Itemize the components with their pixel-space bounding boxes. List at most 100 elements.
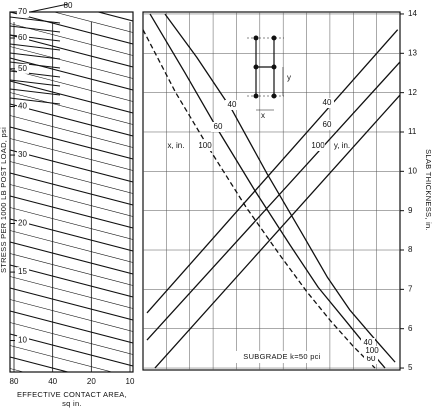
mask: [0, 372, 143, 409]
curve-label: 60: [323, 120, 332, 129]
label-bg: [17, 335, 29, 346]
construction-line: [9, 103, 134, 137]
y-tick-label: 13: [408, 48, 417, 57]
x-tick-label: 10: [126, 377, 135, 386]
construction-line: [9, 46, 134, 79]
construction-line: [9, 172, 134, 206]
label-bg: [17, 150, 29, 161]
y-tick-label: 15: [18, 267, 27, 276]
construction-line: [9, 97, 61, 105]
mask: [0, 0, 143, 12]
x-tick-label: 20: [87, 377, 96, 386]
curve-label: 60: [367, 354, 376, 363]
y-tick-label: 10: [18, 336, 27, 345]
label-bg: [17, 33, 29, 44]
y-tick-label: 10: [408, 166, 417, 175]
construction-line: [9, 276, 134, 309]
construction-line: [9, 241, 134, 275]
y-tick-label: 50: [18, 64, 27, 73]
construction-line: [9, 253, 134, 286]
x-tick-label: 80: [10, 377, 19, 386]
x-axis-title: sq in.: [62, 399, 82, 408]
label-bg: [17, 218, 29, 229]
inset-label: y: [287, 73, 291, 82]
construction-line: [9, 195, 134, 229]
construction-line: [9, 287, 134, 321]
construction-line: [9, 25, 61, 33]
x-tick-label: 40: [48, 377, 57, 386]
y-tick-label: 12: [408, 88, 417, 97]
series-line: [146, 29, 399, 314]
y-tick-label: 7: [408, 284, 413, 293]
construction-line: [9, 322, 134, 355]
construction-line: [9, 310, 134, 344]
label-bg: [17, 267, 29, 278]
curve-label: 100: [311, 141, 325, 150]
construction-line: [9, 161, 134, 194]
label-bg: [17, 7, 29, 17]
construction-line: [9, 299, 134, 332]
y-axis-title: SLAB THICKNESS, in.: [424, 149, 433, 231]
annotation: y, in.: [334, 141, 350, 150]
construction-line: [9, 61, 61, 69]
y-tick-label: 60: [18, 33, 27, 42]
construction-line: [9, 184, 134, 217]
construction-line: [9, 149, 134, 183]
construction-line: [9, 115, 134, 148]
label-bg: [198, 141, 212, 151]
y-tick-label: 40: [18, 102, 27, 111]
y-tick-label: 8: [408, 245, 413, 254]
label-bg: [17, 101, 29, 112]
label-bg: [17, 63, 29, 74]
y-tick-label: 5: [408, 363, 413, 372]
label-bg: [361, 338, 375, 348]
diagonal-scale: [29, 3, 69, 13]
construction-line: [9, 43, 61, 51]
series-line: [164, 13, 396, 363]
construction-line: [9, 79, 61, 87]
x-axis-title: EFFECTIVE CONTACT AREA,: [17, 390, 127, 399]
mask: [0, 0, 10, 409]
y-tick-label: 70: [18, 7, 27, 16]
construction-line: [9, 218, 134, 252]
construction-line: [9, 88, 61, 96]
curve-label: 40: [364, 338, 373, 347]
label-bg: [365, 346, 379, 356]
series-line: [149, 13, 386, 369]
label-bg: [311, 141, 325, 151]
construction-line: [9, 333, 134, 367]
y-tick-label: 9: [408, 206, 413, 215]
construction-line: [9, 92, 134, 125]
label-bg: [320, 120, 334, 130]
curve-label: 100: [198, 141, 212, 150]
mask: [133, 0, 143, 409]
label-bg: [211, 122, 225, 132]
construction-line: [9, 34, 134, 68]
panel-frame: [142, 11, 401, 371]
inset-diagram: [247, 35, 284, 111]
curve-label: 40: [228, 100, 237, 109]
y-tick-label: 14: [408, 9, 417, 18]
construction-line: [9, 138, 134, 171]
curve-label: 100: [365, 346, 379, 355]
y-tick-label: 6: [408, 324, 413, 333]
series-line: [146, 61, 401, 341]
construction-line: [9, 57, 134, 91]
annotation: x, in.: [168, 141, 185, 150]
construction-line: [9, 11, 134, 45]
label-bg: [320, 98, 334, 108]
curve-label: 40: [323, 98, 332, 107]
label-bg: [236, 351, 328, 363]
annotation: SUBGRADE k=50 pci: [243, 352, 320, 361]
y-tick-label: 20: [18, 219, 27, 228]
label-bg: [225, 100, 239, 110]
inset-label: x: [261, 111, 265, 120]
curve-label: 60: [214, 122, 223, 131]
construction-line: [9, 69, 134, 102]
label-bg: [364, 354, 378, 364]
y-tick-label: 11: [408, 127, 417, 136]
construction-line: [9, 230, 134, 263]
top-tick-label: 80: [64, 1, 73, 10]
construction-line: [9, 207, 134, 240]
